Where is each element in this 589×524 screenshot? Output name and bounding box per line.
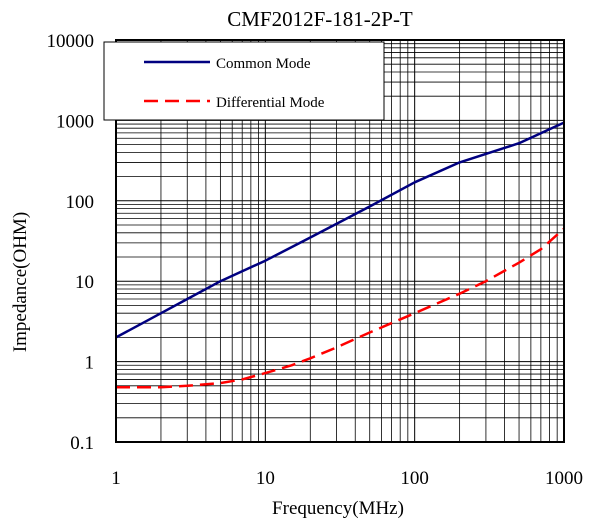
y-tick-label: 10000 bbox=[47, 31, 95, 52]
y-tick-labels: 0.1 1 10 100 1000 10000 bbox=[47, 31, 95, 454]
plot-frame bbox=[115, 39, 565, 443]
y-tick-label: 1000 bbox=[56, 111, 94, 132]
y-tick-label: 100 bbox=[66, 192, 95, 213]
x-tick-labels: 1 10 100 1000 bbox=[111, 468, 583, 489]
series-line-differential-mode bbox=[116, 227, 565, 389]
y-tick-label: 1 bbox=[85, 353, 95, 374]
y-tick-label: 10 bbox=[75, 272, 94, 293]
legend-label-differential-mode: Differential Mode bbox=[216, 95, 325, 111]
x-tick-label: 1000 bbox=[545, 468, 583, 489]
legend: Common Mode Differential Mode bbox=[103, 41, 385, 121]
chart-title: CMF2012F-181-2P-T bbox=[227, 7, 413, 31]
y-tick-label: 0.1 bbox=[70, 433, 94, 454]
series-lines bbox=[115, 121, 565, 389]
legend-label-common-mode: Common Mode bbox=[216, 56, 311, 72]
y-axis-label: Impedance(OHM) bbox=[10, 212, 31, 352]
x-tick-label: 1 bbox=[111, 468, 121, 489]
series-line-common-mode bbox=[115, 121, 565, 339]
x-axis-label: Frequency(MHz) bbox=[272, 498, 404, 519]
x-tick-label: 10 bbox=[256, 468, 275, 489]
x-tick-label: 100 bbox=[400, 468, 429, 489]
legend-box bbox=[103, 41, 385, 121]
